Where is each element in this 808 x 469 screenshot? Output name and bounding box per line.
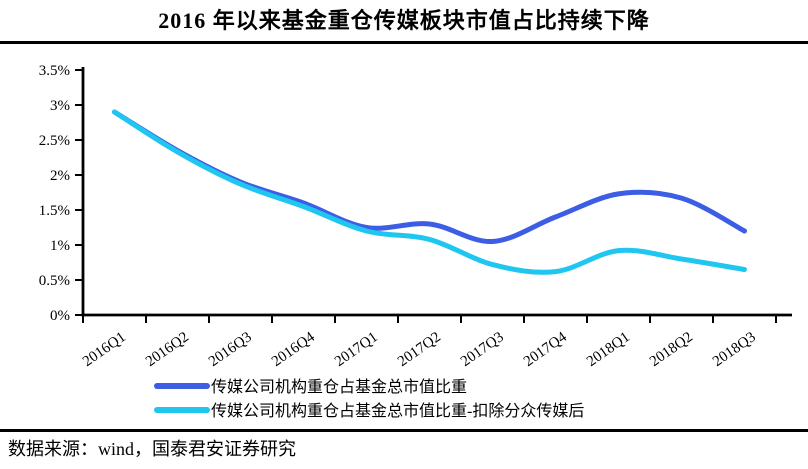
title-divider bbox=[0, 41, 808, 44]
series-line-1 bbox=[112, 109, 747, 275]
x-tick-label: 2016Q4 bbox=[269, 329, 318, 370]
chart-title: 2016 年以来基金重仓传媒板块市值占比持续下降 bbox=[158, 8, 650, 33]
y-tick-label: 0.5% bbox=[39, 273, 70, 289]
media-weight-line-chart: 0% 0.5% 1% 1.5% 2% 2.5% 3% 3.5% 2016Q1 2016Q2 2016… bbox=[39, 63, 792, 420]
x-tick-label: 2017Q4 bbox=[521, 329, 570, 370]
x-tick-label: 2018Q3 bbox=[710, 329, 759, 370]
y-tick-label: 1% bbox=[50, 238, 70, 254]
y-tick-label: 3% bbox=[50, 98, 70, 114]
y-tick-label: 2.5% bbox=[39, 133, 70, 149]
y-tick-label: 1.5% bbox=[39, 203, 70, 219]
y-tick-label: 2% bbox=[50, 168, 70, 184]
x-tick-label: 2016Q2 bbox=[143, 329, 192, 370]
x-tick-label: 2017Q3 bbox=[458, 329, 507, 370]
x-tick-label: 2018Q1 bbox=[584, 329, 633, 370]
x-tick-label: 2017Q2 bbox=[395, 329, 444, 370]
x-tick-label: 2016Q3 bbox=[206, 329, 255, 370]
x-tick-label: 2016Q1 bbox=[80, 329, 129, 370]
x-tick-label: 2018Q2 bbox=[647, 329, 696, 370]
series-line-0 bbox=[112, 109, 747, 245]
y-tick-label: 0% bbox=[50, 308, 70, 324]
y-tick-label: 3.5% bbox=[39, 63, 70, 79]
footer-divider bbox=[0, 429, 808, 432]
legend-label-1: 传媒公司机构重仓占基金总市值比重-扣除分众传媒后 bbox=[211, 402, 584, 420]
legend-label-0: 传媒公司机构重仓占基金总市值比重 bbox=[211, 378, 467, 396]
data-source-note: 数据来源：wind，国泰君安证券研究 bbox=[8, 439, 296, 459]
x-tick-label: 2017Q1 bbox=[332, 329, 381, 370]
